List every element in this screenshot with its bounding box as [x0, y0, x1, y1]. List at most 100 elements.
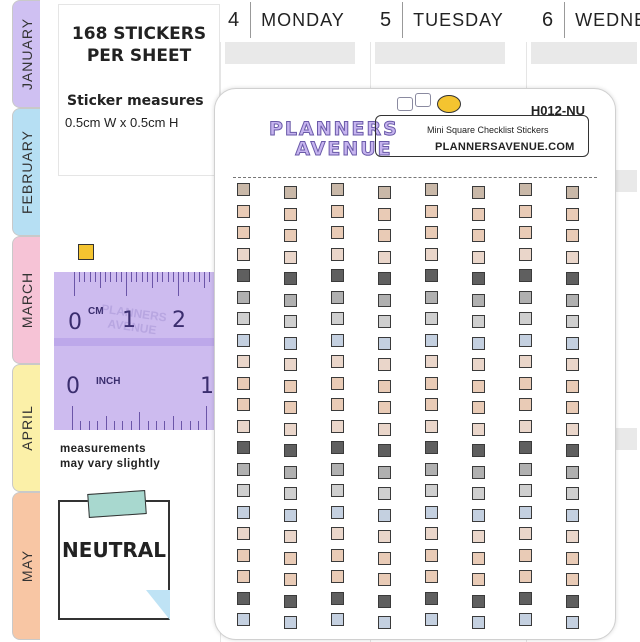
sample-sticker — [78, 244, 94, 260]
cm-tick — [188, 272, 190, 282]
day-header-wednesday: 6 WEDNE — [542, 0, 640, 40]
checklist-square-sticker — [425, 441, 438, 454]
month-tabs: JANUARY FEBRUARY MARCH APRIL MAY — [0, 0, 40, 640]
checklist-square-sticker — [566, 358, 579, 371]
hexagon-icon — [397, 97, 413, 111]
checklist-square-sticker — [331, 183, 344, 196]
inch-tick — [206, 406, 208, 430]
checklist-square-sticker — [472, 422, 485, 436]
checklist-square-sticker — [284, 186, 297, 199]
divider — [250, 2, 252, 38]
checklist-square-sticker — [472, 315, 485, 328]
checklist-square-sticker — [237, 226, 250, 239]
checklist-square-sticker — [378, 594, 391, 608]
tab-february[interactable]: FEBRUARY — [12, 108, 40, 236]
checklist-square-sticker — [566, 530, 579, 543]
inch-tick — [97, 421, 99, 430]
column-band — [531, 42, 637, 64]
checklist-square-sticker — [284, 293, 297, 307]
checklist-square-sticker — [378, 530, 391, 543]
logo-line-1: PLANNERS — [269, 118, 399, 140]
checklist-square-sticker — [331, 613, 344, 626]
perforation-line — [233, 177, 597, 178]
checklist-square-sticker — [331, 505, 344, 519]
checklist-square-sticker — [378, 229, 391, 242]
inch-tick — [164, 421, 166, 430]
logo-line-2: AVENUE — [295, 138, 393, 160]
checklist-square-sticker — [472, 186, 485, 199]
cm-tick — [178, 272, 179, 296]
checklist-square-sticker — [425, 398, 438, 411]
checklist-square-sticker — [566, 336, 579, 350]
checklist-square-sticker — [378, 272, 391, 285]
title-line-2: PER SHEET — [86, 46, 192, 66]
checklist-square-sticker — [284, 401, 297, 414]
washi-tape — [87, 490, 147, 518]
checklist-square-sticker — [378, 315, 391, 328]
tab-march[interactable]: MARCH — [12, 236, 40, 364]
cm-tick — [198, 272, 200, 282]
checklist-square-sticker — [472, 379, 485, 393]
checklist-square-sticker — [237, 505, 250, 519]
cm-tick — [94, 272, 96, 282]
checklist-square-sticker — [425, 355, 438, 368]
checklist-square-sticker — [378, 444, 391, 457]
checklist-square-sticker — [284, 336, 297, 350]
day-name: MONDAY — [261, 9, 345, 30]
checklist-square-sticker — [237, 548, 250, 562]
checklist-square-sticker — [566, 508, 579, 522]
inch-number: 1 — [200, 374, 214, 399]
note-line-1: measurements — [60, 443, 146, 455]
cm-tick — [183, 272, 185, 282]
checklist-square-sticker — [331, 376, 344, 390]
checklist-square-sticker — [331, 419, 344, 433]
checklist-square-sticker — [519, 591, 532, 605]
tab-april[interactable]: APRIL — [12, 364, 40, 492]
tab-february-label: FEBRUARY — [18, 130, 35, 214]
checklist-square-sticker — [378, 250, 391, 264]
cm-tick — [157, 272, 159, 282]
checklist-square-sticker — [425, 419, 438, 433]
sticker-count-title: 168 STICKERS PER SHEET — [59, 23, 219, 67]
sheet-url: PLANNERSAVENUE.COM — [435, 141, 575, 153]
checklist-square-sticker — [472, 293, 485, 307]
checklist-square-sticker — [425, 505, 438, 519]
tab-january[interactable]: JANUARY — [12, 0, 40, 108]
checklist-square-sticker — [331, 462, 344, 476]
column-band — [225, 42, 355, 64]
checklist-square-sticker — [425, 376, 438, 390]
checklist-square-sticker — [331, 591, 344, 605]
cm-tick — [131, 272, 133, 282]
checklist-square-sticker — [237, 441, 250, 454]
tab-may[interactable]: MAY — [12, 492, 40, 640]
product-code: H012-NU — [530, 103, 585, 118]
checklist-square-sticker — [519, 570, 532, 583]
checklist-square-sticker — [519, 376, 532, 390]
checklist-square-sticker — [519, 269, 532, 282]
checklist-square-sticker — [566, 616, 579, 629]
checklist-square-sticker — [378, 616, 391, 629]
day-name: TUESDAY — [413, 9, 504, 30]
checklist-square-sticker — [425, 204, 438, 218]
page-curl — [146, 590, 170, 620]
checklist-square-sticker — [237, 312, 250, 325]
checklist-square-sticker — [284, 422, 297, 436]
sticker-sheet: PLANNERS AVENUE H012-NU Mini Square Chec… — [214, 88, 616, 640]
checklist-square-sticker — [566, 551, 579, 565]
cm-tick — [74, 272, 75, 296]
checklist-square-sticker — [472, 616, 485, 629]
checklist-square-sticker — [472, 207, 485, 221]
cm-tick — [136, 272, 138, 282]
checklist-square-sticker — [237, 204, 250, 218]
inch-number: 0 — [66, 374, 80, 399]
checklist-square-sticker — [331, 204, 344, 218]
day-header-monday: 4 MONDAY — [228, 0, 345, 40]
checklist-square-sticker — [472, 551, 485, 565]
divider — [564, 2, 566, 38]
info-card: 168 STICKERS PER SHEET Sticker measures … — [58, 4, 220, 176]
checklist-square-sticker — [237, 290, 250, 304]
inch-tick — [198, 421, 199, 430]
checklist-square-sticker — [425, 312, 438, 325]
day-number: 4 — [228, 8, 241, 31]
checklist-square-sticker — [425, 484, 438, 497]
